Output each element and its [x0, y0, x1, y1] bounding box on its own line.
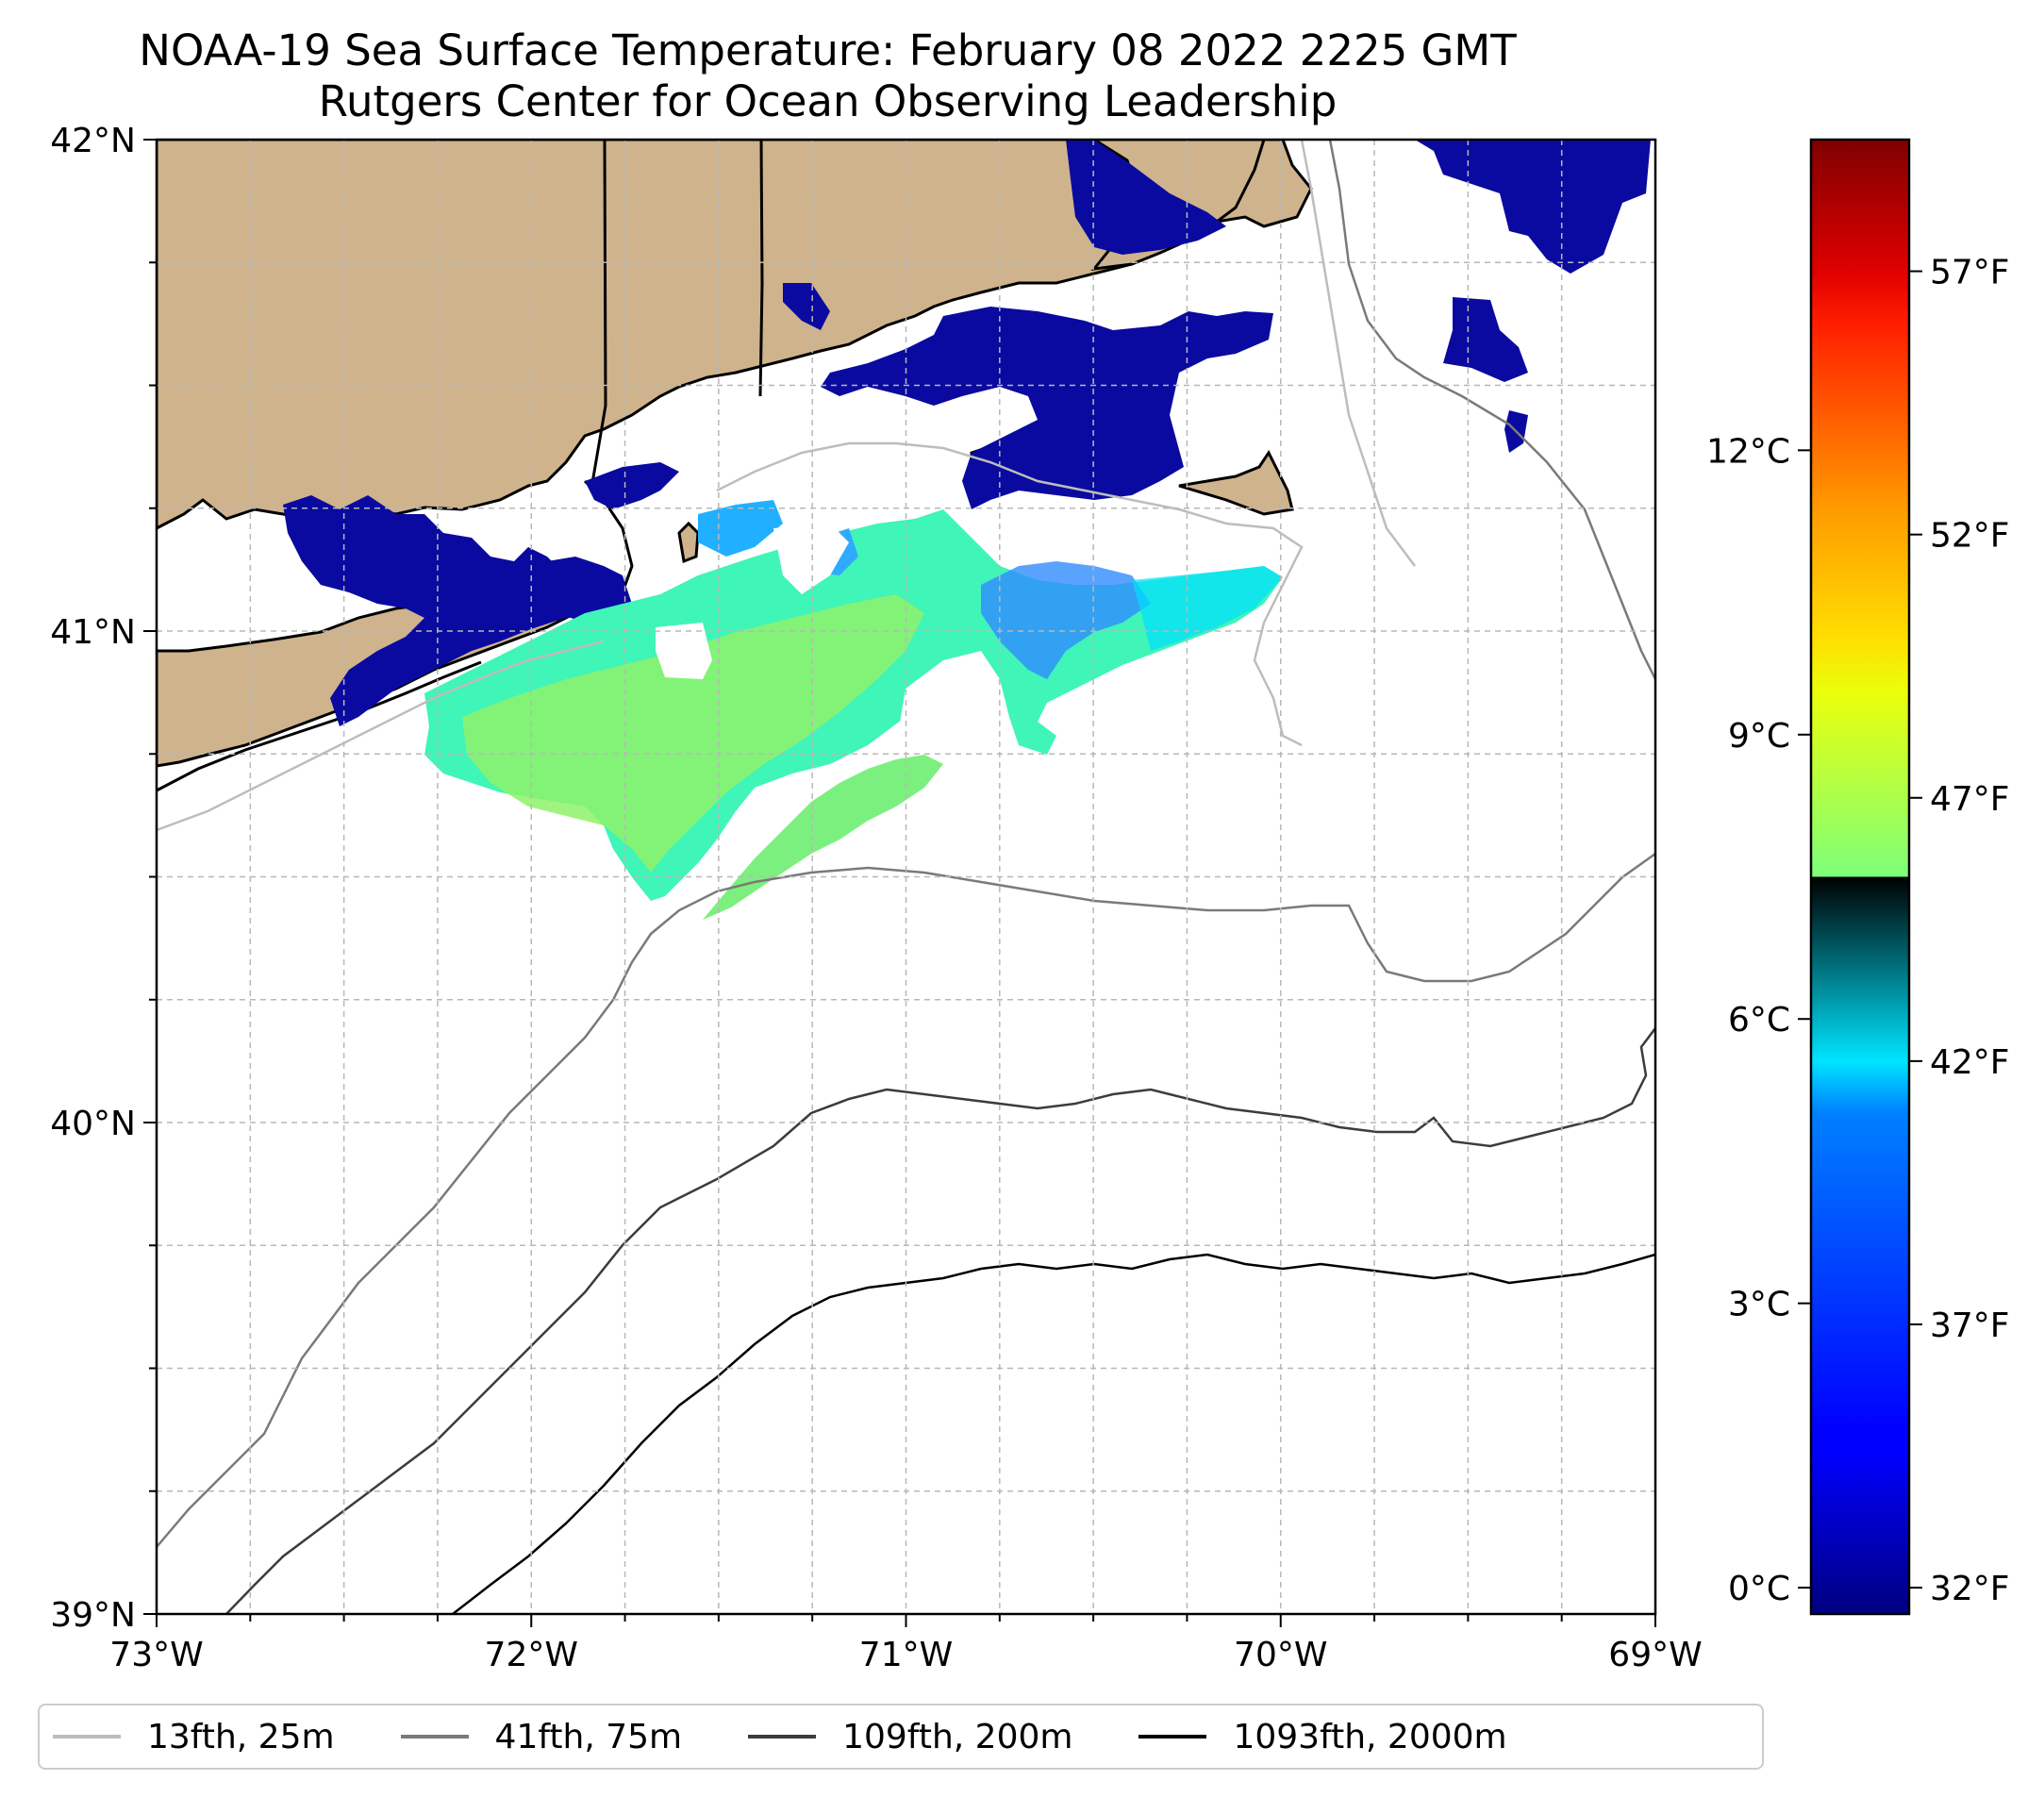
lon-tick-label: 72°W: [485, 1636, 578, 1674]
lat-tick-label: 39°N: [50, 1596, 136, 1635]
celsius-tick-label: 6°C: [1728, 1001, 1790, 1040]
fahrenheit-tick-label: 37°F: [1930, 1306, 2010, 1345]
state-boundary-ny-ct: [590, 140, 607, 484]
cloud-hole-1: [656, 623, 712, 679]
legend-swatch-75m: [400, 1735, 469, 1739]
colorbar-gradient: [1809, 138, 1911, 1616]
sst-cold-patches: [283, 140, 1651, 726]
cloud-hole-3: [896, 651, 1000, 755]
legend-label-200m: 109fth, 200m: [842, 1717, 1073, 1756]
isobath-2000m: [452, 1253, 1655, 1614]
celsius-tick-label: 0°C: [1728, 1570, 1790, 1608]
legend-item-25m: 13fth, 25m: [53, 1718, 335, 1756]
sst-cyan-east: [1132, 566, 1283, 651]
title-line-2: Rutgers Center for Ocean Observing Leade…: [318, 76, 1338, 126]
legend-label-75m: 41fth, 75m: [494, 1717, 683, 1756]
cloud-hole-2: [773, 524, 849, 594]
isobath-legend: 13fth, 25m 41fth, 75m 109fth, 200m 1093f…: [38, 1704, 1764, 1770]
land-block-island: [677, 521, 700, 564]
state-boundary-ct-ri: [758, 140, 764, 397]
lon-tick-label: 71°W: [859, 1636, 953, 1674]
fahrenheit-tick-label: 42°F: [1930, 1043, 2010, 1082]
map-content: [157, 140, 1655, 1614]
isobath-25m: [157, 140, 1416, 832]
fahrenheit-tick-label: 52°F: [1930, 517, 2010, 556]
legend-item-75m: 41fth, 75m: [400, 1717, 683, 1756]
celsius-tick-label: 3°C: [1728, 1286, 1790, 1324]
colorbar-celsius-axis: 0°C 3°C 6°C 9°C 12°C: [1706, 432, 1811, 1608]
isobath-200m: [225, 1027, 1655, 1614]
lat-tick-label: 42°N: [50, 122, 136, 160]
celsius-tick-label: 12°C: [1706, 432, 1790, 471]
fahrenheit-tick-label: 32°F: [1930, 1570, 2010, 1608]
legend-label-2000m: 1093fth, 2000m: [1233, 1717, 1507, 1756]
celsius-tick-label: 9°C: [1728, 717, 1790, 756]
lat-tick-label: 40°N: [50, 1105, 136, 1143]
colorbar-fahrenheit-axis: 32°F 37°F 42°F 47°F 52°F 57°F: [1909, 254, 2010, 1608]
legend-swatch-2000m: [1138, 1735, 1207, 1739]
sst-southern-tongue: [703, 755, 943, 920]
sst-warm-core: [462, 594, 924, 873]
isobath-75m: [157, 140, 1655, 1548]
legend-swatch-200m: [748, 1735, 817, 1739]
lon-tick-label: 70°W: [1234, 1636, 1327, 1674]
latitude-axis: 42°N 41°N 40°N 39°N: [50, 122, 157, 1635]
legend-item-2000m: 1093fth, 2000m: [1138, 1717, 1507, 1756]
land-nantucket: [1178, 450, 1294, 516]
lon-tick-label: 69°W: [1608, 1636, 1702, 1674]
legend-swatch-25m: [53, 1735, 121, 1739]
legend-label-25m: 13fth, 25m: [147, 1717, 335, 1756]
lat-tick-label: 41°N: [50, 613, 136, 652]
fahrenheit-tick-label: 47°F: [1930, 780, 2010, 819]
sst-blue-east: [981, 561, 1151, 679]
legend-item-200m: 109fth, 200m: [748, 1718, 1072, 1756]
lon-tick-label: 73°W: [109, 1636, 203, 1674]
fahrenheit-tick-label: 57°F: [1930, 254, 2010, 292]
title-line-1: NOAA-19 Sea Surface Temperature: Februar…: [139, 25, 1517, 75]
longitude-axis: 73°W 72°W 71°W 70°W 69°W: [109, 1614, 1703, 1674]
